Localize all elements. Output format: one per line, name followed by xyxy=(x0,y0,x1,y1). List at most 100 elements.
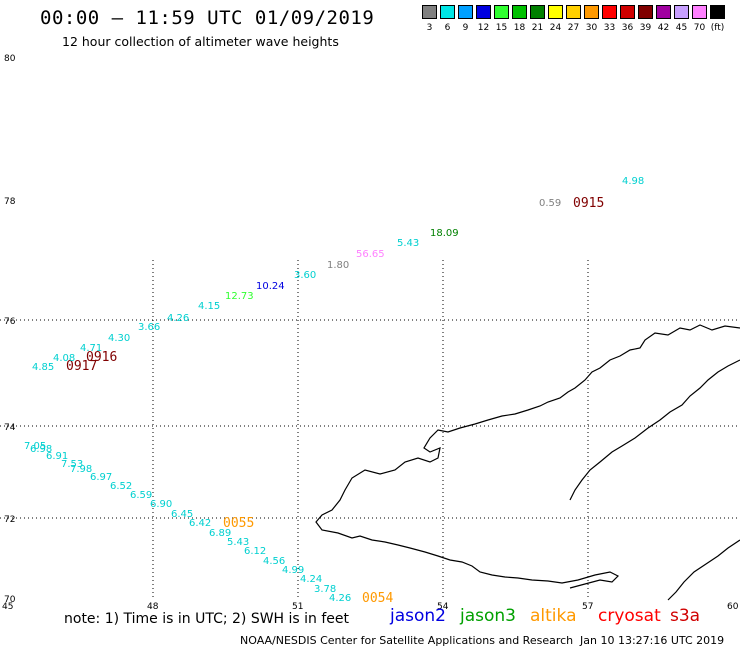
map-subtitle: 12 hour collection of altimeter wave hei… xyxy=(62,34,339,49)
wave-height-value: 4.15 xyxy=(198,301,220,312)
lon-tick-label: 60 xyxy=(727,602,739,612)
wave-height-value: 6.97 xyxy=(90,472,112,483)
legend-swatch xyxy=(422,5,437,19)
legend-label: 33 xyxy=(603,23,616,33)
coastline-lower xyxy=(667,539,740,601)
generated-timestamp: Jan 10 13:27:16 UTC 2019 xyxy=(580,634,725,647)
legend-swatch xyxy=(692,5,707,19)
lon-tick-label: 45 xyxy=(2,602,13,612)
legend-label: 39 xyxy=(639,23,652,33)
wave-height-value: 4.24 xyxy=(300,574,322,585)
wave-height-value: 6.89 xyxy=(209,528,231,539)
legend-label: 3 xyxy=(426,23,433,33)
wave-height-value: 18.09 xyxy=(430,228,459,239)
pass-time-label: 0054 xyxy=(362,591,393,606)
legend-label: 6 xyxy=(444,23,451,33)
legend-label: 70 xyxy=(693,23,706,33)
wave-height-value: 6.90 xyxy=(150,499,172,510)
legend-label: 30 xyxy=(585,23,598,33)
wave-height-value: 3.66 xyxy=(138,322,160,333)
lat-tick-label: 80 xyxy=(4,54,16,64)
legend-swatch xyxy=(674,5,689,19)
lat-tick-label: 78 xyxy=(4,197,16,207)
wave-height-value: 6.12 xyxy=(244,546,266,557)
wave-height-value: 4.98 xyxy=(622,176,644,187)
wave-height-value: 4.56 xyxy=(263,556,285,567)
wave-height-value: 6.42 xyxy=(189,518,211,529)
wave-height-value: 6.91 xyxy=(46,451,68,462)
wave-height-value: 3.60 xyxy=(294,270,316,281)
lat-tick-label: 70 xyxy=(4,595,16,605)
legend-label: 42 xyxy=(657,23,670,33)
lon-tick-label: 54 xyxy=(437,602,449,612)
wave-height-value: 4.08 xyxy=(53,353,75,364)
wave-height-value: 0.59 xyxy=(539,198,561,209)
legend-swatch xyxy=(494,5,509,19)
legend-swatch xyxy=(530,5,545,19)
wave-height-value: 3.78 xyxy=(314,584,336,595)
coastline xyxy=(315,324,740,601)
legend-swatch xyxy=(548,5,563,19)
legend-label: 45 xyxy=(675,23,688,33)
wave-height-value: 4.99 xyxy=(282,565,304,576)
legend-label: 27 xyxy=(567,23,580,33)
satellite-name: jason3 xyxy=(460,606,516,626)
lat-tick-label: 74 xyxy=(4,423,16,433)
legend-label: 24 xyxy=(549,23,562,33)
footnote: note: 1) Time is in UTC; 2) SWH is in fe… xyxy=(64,611,350,627)
wave-height-value: 4.30 xyxy=(108,333,130,344)
legend-label: 12 xyxy=(477,23,490,33)
wave-height-value: 10.24 xyxy=(256,281,285,292)
wave-height-value: 5.43 xyxy=(397,238,419,249)
coastline-mainland xyxy=(315,324,740,589)
legend-swatch xyxy=(566,5,581,19)
legend-swatch xyxy=(638,5,653,19)
pass-time-label: 0916 xyxy=(86,350,117,365)
wave-height-value: 6.52 xyxy=(110,481,132,492)
legend-label: 15 xyxy=(495,23,508,33)
pass-time-label: 0917 xyxy=(66,359,97,374)
legend-label: 21 xyxy=(531,23,544,33)
satellite-name: cryosat xyxy=(598,606,661,626)
legend-label: 9 xyxy=(462,23,469,33)
wave-height-value: 4.71 xyxy=(80,343,102,354)
wave-height-value: 4.85 xyxy=(32,362,54,373)
legend-label: 36 xyxy=(621,23,634,33)
legend-swatch xyxy=(458,5,473,19)
wave-height-value: 56.65 xyxy=(356,249,385,260)
pass-time-label: 0055 xyxy=(223,516,254,531)
coastline-east xyxy=(569,359,740,501)
wave-height-value: 5.43 xyxy=(227,537,249,548)
legend-swatch xyxy=(584,5,599,19)
legend-swatch xyxy=(710,5,725,19)
pass-time-label: 0915 xyxy=(573,196,604,211)
wave-height-value: 6.98 xyxy=(30,444,52,455)
legend-swatch xyxy=(440,5,455,19)
wave-height-value: 6.59 xyxy=(130,490,152,501)
lon-tick-label: 51 xyxy=(292,602,303,612)
lat-tick-label: 76 xyxy=(4,317,16,327)
legend-label: 18 xyxy=(513,23,526,33)
wave-height-value: 1.80 xyxy=(327,260,349,271)
satellite-name: jason2 xyxy=(390,606,446,626)
legend-swatch xyxy=(476,5,491,19)
legend-swatch xyxy=(512,5,527,19)
map-title: 00:00 – 11:59 UTC 01/09/2019 xyxy=(40,7,375,29)
lat-tick-label: 72 xyxy=(4,515,15,525)
legend-swatch xyxy=(656,5,671,19)
wave-height-value: 7.05 xyxy=(24,441,46,452)
lon-tick-label: 48 xyxy=(147,602,159,612)
legend-swatch xyxy=(602,5,617,19)
wave-height-value: 7.53 xyxy=(61,459,83,470)
satellite-name: altika xyxy=(530,606,577,626)
wave-height-value: 6.45 xyxy=(171,509,193,520)
lon-tick-label: 57 xyxy=(582,602,593,612)
wave-height-value: 4.26 xyxy=(167,313,189,324)
satellite-name: s3a xyxy=(670,606,701,626)
credit-line: NOAA/NESDIS Center for Satellite Applica… xyxy=(240,634,574,647)
wave-height-value: 12.73 xyxy=(225,291,254,302)
legend-swatch xyxy=(620,5,635,19)
